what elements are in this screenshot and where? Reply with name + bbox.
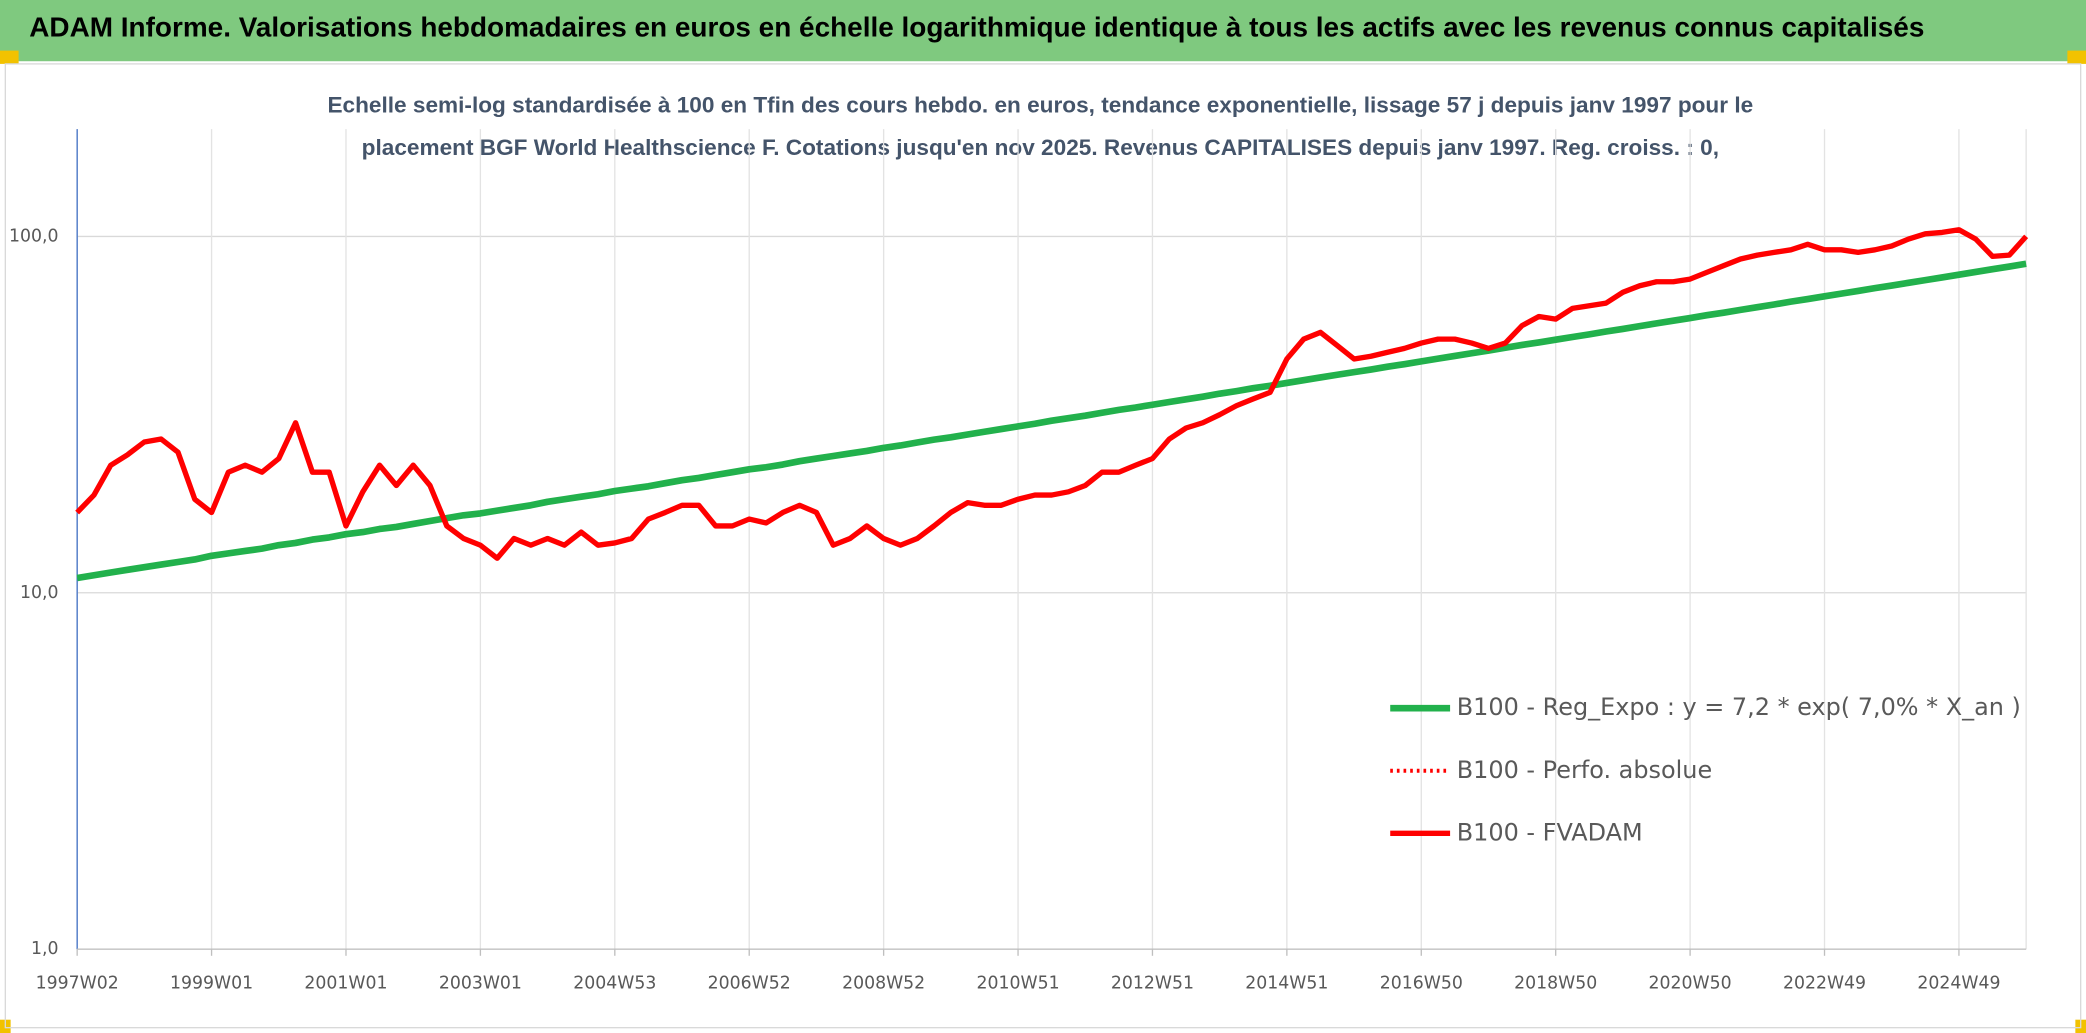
corner — [2067, 50, 2086, 64]
x-tick-label: 2018W50 — [1514, 974, 1597, 994]
x-tick-label: 1999W01 — [170, 974, 253, 994]
x-tick-label: 2003W01 — [439, 974, 522, 994]
x-tick-label: 2016W50 — [1380, 974, 1463, 994]
x-tick-label: 2006W52 — [708, 974, 791, 994]
x-tick-label: 2024W49 — [1917, 974, 2000, 994]
x-tick-label: 2012W51 — [1111, 974, 1194, 994]
x-tick-label: 1997W02 — [36, 974, 119, 994]
series-line — [76, 260, 2027, 582]
legend: B100 - Reg_Expo : y = 7,2 * exp( 7,0% * … — [1390, 693, 2021, 846]
grid: 1,0 10,0 100,0 1997W02 1999W01 2001W01 2003W01… — [9, 129, 2027, 994]
header-bar — [0, 0, 2086, 62]
y-tick-label: 100,0 — [9, 226, 59, 246]
x-tick-label: 2010W51 — [976, 974, 1059, 994]
x-tick-label: 2014W51 — [1245, 974, 1328, 994]
x-tick-label: 2020W50 — [1649, 974, 1732, 994]
chart-title: ADAM Informe. Valorisations hebdomadaire… — [29, 12, 1924, 43]
legend-label: B100 - FVADAM — [1457, 818, 1643, 846]
x-tick-label: 2022W49 — [1783, 974, 1866, 994]
corner — [0, 50, 19, 64]
plot — [75, 227, 2029, 582]
x-tick-label: 2001W01 — [304, 974, 387, 994]
x-tick-label: 2004W53 — [573, 974, 656, 994]
legend-label: B100 - Reg_Expo : y = 7,2 * exp( 7,0% * … — [1457, 693, 2021, 721]
chart-subtitle: placement BGF World Healthscience F. Cot… — [362, 135, 1719, 160]
x-tick-label: 2008W52 — [842, 974, 925, 994]
series-line — [75, 227, 2028, 561]
chart-frame — [4, 63, 2082, 1029]
y-tick-label: 10,0 — [20, 583, 59, 603]
chart-subtitle: Echelle semi-log standardisée à 100 en T… — [327, 92, 1753, 117]
y-tick-label: 1,0 — [31, 939, 59, 959]
legend-label: B100 - Perfo. absolue — [1457, 756, 1712, 784]
